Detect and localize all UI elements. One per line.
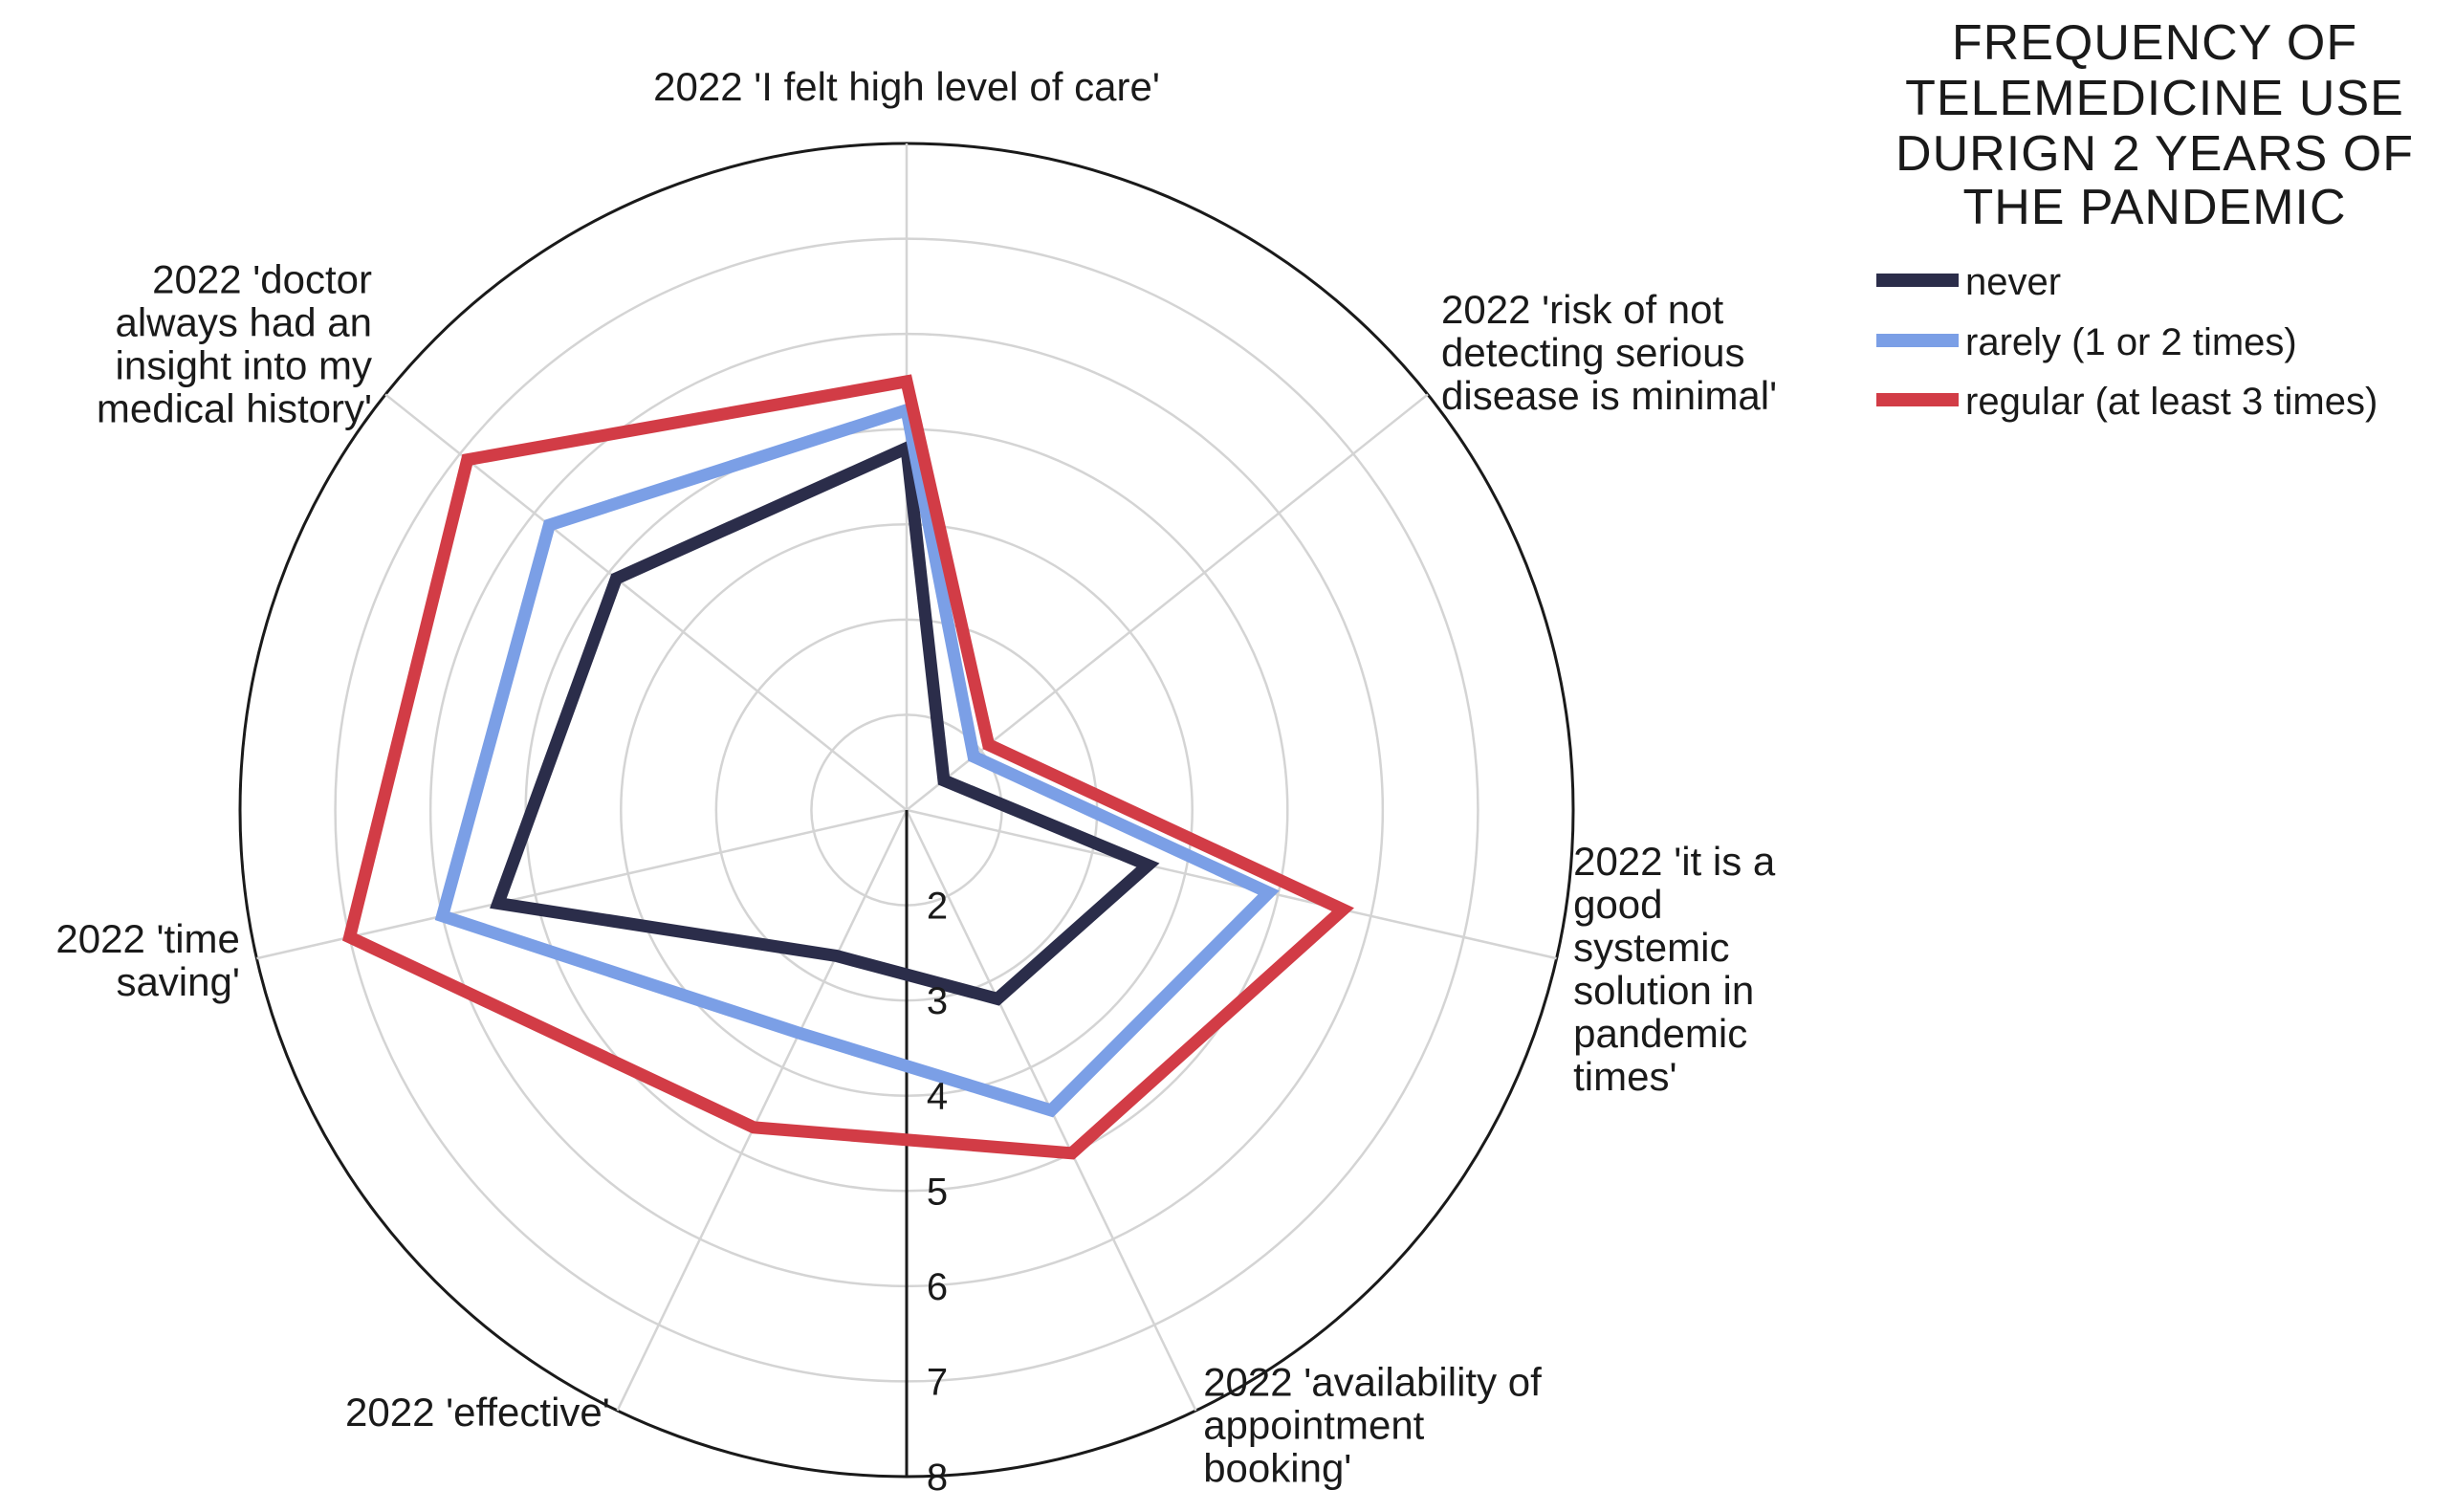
legend: FREQUENCY OF TELEMEDICINE USE DURIGN 2 Y… <box>1876 15 2414 423</box>
axis-label: 2022 'doctor always had an insight into my… <box>97 257 372 431</box>
axis-labels: 2022 'I felt high level of care' 2022 'ri… <box>55 64 1777 1491</box>
tick-labels: 2 3 4 5 6 7 8 <box>927 886 948 1499</box>
tick-label: 7 <box>927 1361 948 1403</box>
axis-label-line: 2022 'time <box>55 916 239 961</box>
axis-label-line: 2022 'effective' <box>345 1390 610 1435</box>
tick-label: 5 <box>927 1171 948 1213</box>
legend-label-regular: regular (at least 3 times) <box>1965 381 2377 423</box>
tick-label: 8 <box>927 1457 948 1499</box>
grid <box>238 142 1575 1479</box>
legend-title-line: DURIGN 2 YEARS OF <box>1895 126 2414 182</box>
series-line-never <box>490 439 1160 1006</box>
axis-label: 2022 'risk of not detecting serious diseas… <box>1441 287 1777 418</box>
axis-label-line: pandemic <box>1573 1011 1747 1056</box>
tick-label: 2 <box>927 886 948 928</box>
axis-label-line: appointment <box>1203 1403 1424 1448</box>
axis-label: 2022 'availability of appointment booking' <box>1203 1360 1542 1491</box>
series-line-regular <box>342 374 1354 1160</box>
grid-spoke <box>616 809 909 1412</box>
legend-label-rarely: rarely (1 or 2 times) <box>1965 321 2297 363</box>
axis-label-line: 2022 'doctor <box>152 257 372 302</box>
axis-label-line: detecting serious <box>1441 330 1745 375</box>
axis-label-line: always had an <box>115 300 372 345</box>
axis-label-line: disease is minimal' <box>1441 373 1777 418</box>
tick-label: 3 <box>927 980 948 1022</box>
grid-spoke <box>906 808 1557 960</box>
axis-label: 2022 'time saving' <box>55 916 239 1004</box>
axis-label-line: solution in <box>1573 968 1754 1013</box>
axis-label-line: 2022 'availability of <box>1203 1360 1542 1405</box>
axis-label-line: 2022 'I felt high level of care' <box>653 64 1160 109</box>
series-line-rarely <box>434 402 1280 1118</box>
axis-label-line: insight into my <box>116 343 372 388</box>
axis-label-line: saving' <box>116 959 239 1004</box>
grid-spoke <box>256 808 908 960</box>
axis-label-line: good <box>1573 882 1662 927</box>
legend-title-line: TELEMEDICINE USE <box>1905 71 2404 126</box>
tick-label: 6 <box>927 1266 948 1308</box>
axis-label-line: times' <box>1573 1054 1676 1099</box>
series <box>342 374 1354 1160</box>
legend-title-line: THE PANDEMIC <box>1962 180 2346 235</box>
legend-label-never: never <box>1965 261 2061 303</box>
axis-label: 2022 'it is a good systemic solution in pand… <box>1573 839 1776 1099</box>
axis-label-line: booking' <box>1203 1446 1351 1491</box>
axis-label-line: 2022 'it is a <box>1573 839 1776 884</box>
axis-label: 2022 'I felt high level of care' <box>653 64 1160 109</box>
legend-title-line: FREQUENCY OF <box>1952 15 2357 71</box>
axis-label-line: systemic <box>1573 925 1729 970</box>
tick-label: 4 <box>927 1076 948 1118</box>
axis-label-line: 2022 'risk of not <box>1441 287 1724 332</box>
axis-label-line: medical history' <box>97 386 372 431</box>
axis-label: 2022 'effective' <box>345 1390 610 1435</box>
